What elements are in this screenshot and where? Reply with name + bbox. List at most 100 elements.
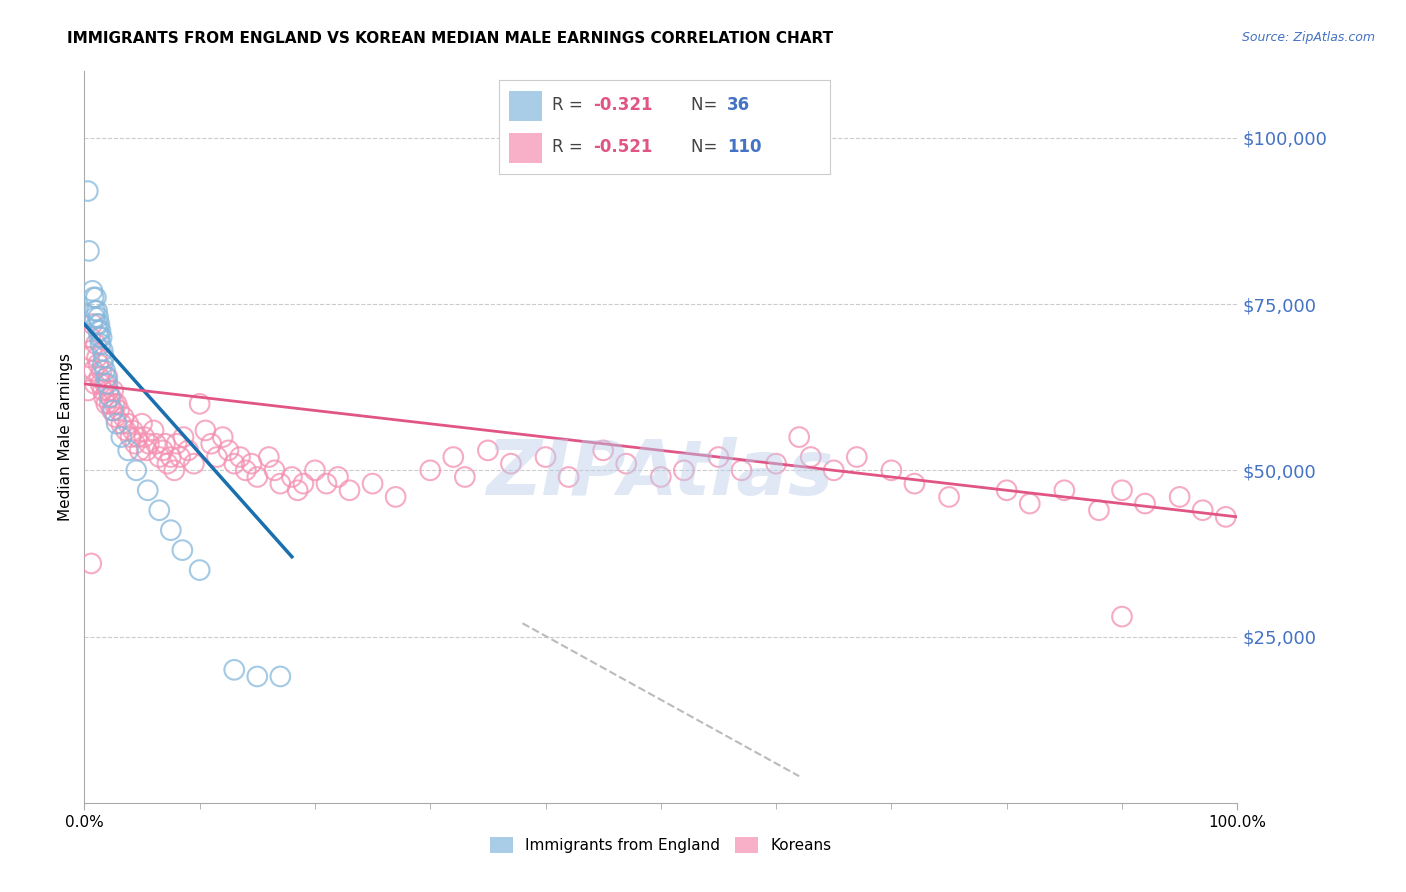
Text: Source: ZipAtlas.com: Source: ZipAtlas.com — [1241, 31, 1375, 45]
Point — [1133, 497, 1156, 511]
Point — [100, 390, 122, 404]
Point — [96, 370, 118, 384]
Point — [91, 343, 114, 358]
Point — [1168, 490, 1191, 504]
Point — [315, 476, 337, 491]
Point — [534, 450, 557, 464]
Point — [117, 417, 139, 431]
Point — [98, 390, 121, 404]
Point — [117, 443, 139, 458]
Point — [995, 483, 1018, 498]
Point — [269, 669, 291, 683]
Point — [160, 450, 183, 464]
Point — [120, 430, 142, 444]
Point — [136, 483, 159, 498]
Point — [188, 563, 211, 577]
Point — [105, 397, 128, 411]
Point — [84, 290, 107, 304]
Point — [87, 357, 110, 371]
Point — [177, 443, 200, 458]
Point — [89, 330, 111, 344]
Point — [156, 457, 179, 471]
Point — [441, 450, 464, 464]
Point — [240, 457, 263, 471]
Point — [592, 443, 614, 458]
Text: -0.521: -0.521 — [593, 138, 652, 156]
Point — [121, 424, 143, 438]
Text: -0.321: -0.321 — [593, 96, 652, 114]
Point — [127, 430, 149, 444]
Point — [82, 317, 104, 331]
Point — [104, 410, 127, 425]
Point — [707, 450, 730, 464]
Point — [86, 351, 108, 365]
Point — [903, 476, 925, 491]
Point — [160, 523, 183, 537]
Text: R =: R = — [553, 138, 588, 156]
Point — [823, 463, 845, 477]
Text: N=: N= — [690, 138, 723, 156]
Point — [194, 424, 217, 438]
Text: N=: N= — [690, 96, 723, 114]
Point — [80, 557, 103, 571]
Point — [166, 436, 188, 450]
Point — [880, 463, 903, 477]
Point — [730, 463, 752, 477]
Point — [90, 330, 112, 344]
Point — [938, 490, 960, 504]
Point — [96, 397, 118, 411]
Point — [287, 483, 309, 498]
Point — [89, 337, 111, 351]
Point — [292, 476, 315, 491]
Point — [148, 503, 170, 517]
Point — [765, 457, 787, 471]
Point — [105, 417, 128, 431]
Point — [172, 543, 194, 558]
Point — [142, 424, 165, 438]
Point — [281, 470, 304, 484]
Point — [110, 430, 132, 444]
Point — [86, 317, 108, 331]
Point — [148, 450, 170, 464]
Point — [145, 436, 167, 450]
Point — [77, 244, 100, 258]
Point — [124, 436, 146, 450]
Point — [83, 310, 105, 325]
Point — [89, 370, 111, 384]
Point — [218, 443, 240, 458]
Point — [86, 303, 108, 318]
Point — [84, 337, 107, 351]
Point — [1053, 483, 1076, 498]
Point — [135, 443, 157, 458]
Point — [304, 463, 326, 477]
Text: IMMIGRANTS FROM ENGLAND VS KOREAN MEDIAN MALE EARNINGS CORRELATION CHART: IMMIGRANTS FROM ENGLAND VS KOREAN MEDIAN… — [67, 31, 834, 46]
Point — [326, 470, 349, 484]
Point — [125, 463, 148, 477]
Point — [419, 463, 441, 477]
Point — [76, 184, 98, 198]
Point — [76, 384, 98, 398]
Point — [152, 443, 174, 458]
Point — [787, 430, 810, 444]
Point — [339, 483, 361, 498]
Point — [361, 476, 384, 491]
Point — [1018, 497, 1040, 511]
Point — [205, 450, 228, 464]
Point — [96, 370, 118, 384]
Point — [87, 324, 110, 338]
Point — [614, 457, 637, 471]
Point — [169, 450, 191, 464]
Point — [384, 490, 406, 504]
Point — [79, 330, 101, 344]
Point — [183, 457, 205, 471]
Point — [257, 450, 280, 464]
Point — [188, 397, 211, 411]
Point — [269, 476, 291, 491]
Point — [83, 290, 105, 304]
Point — [153, 436, 176, 450]
Text: 36: 36 — [727, 96, 751, 114]
Point — [477, 443, 499, 458]
Point — [83, 363, 105, 377]
Point — [1191, 503, 1213, 517]
Point — [131, 417, 153, 431]
